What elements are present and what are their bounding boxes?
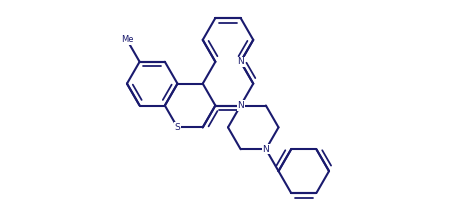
Text: S: S — [174, 123, 180, 132]
Text: N: N — [262, 145, 268, 154]
Text: Me: Me — [121, 35, 133, 44]
Text: N: N — [237, 57, 243, 66]
Text: N: N — [237, 101, 243, 110]
